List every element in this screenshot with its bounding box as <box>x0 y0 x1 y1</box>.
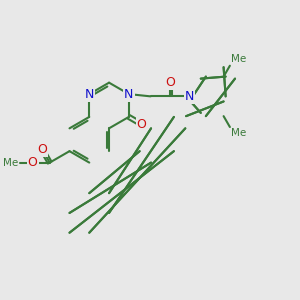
Text: O: O <box>28 156 38 169</box>
Text: N: N <box>124 88 134 100</box>
Text: Me: Me <box>231 54 247 64</box>
Text: N: N <box>85 88 94 100</box>
Text: Me: Me <box>3 158 19 168</box>
Text: O: O <box>165 76 175 89</box>
Text: N: N <box>185 90 194 103</box>
Text: N: N <box>185 90 194 103</box>
Text: O: O <box>136 118 146 131</box>
Text: O: O <box>38 143 47 156</box>
Text: Me: Me <box>231 128 247 139</box>
